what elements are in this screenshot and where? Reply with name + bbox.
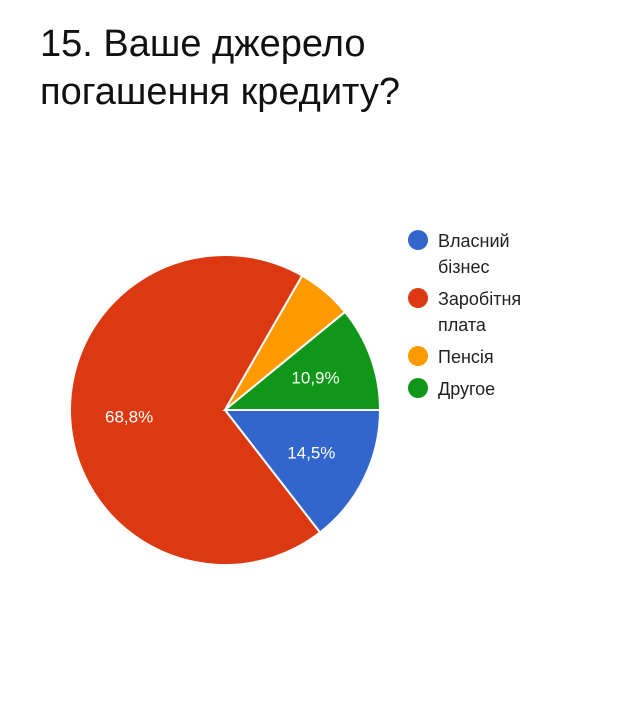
data-label-salary: 68,8% (105, 408, 153, 427)
legend-item-salary[interactable]: Заробітня плата (408, 286, 628, 338)
legend-item-own-business[interactable]: Власний бізнес (408, 228, 628, 280)
legend-label: Власний бізнес (438, 231, 510, 277)
pie-slice-salary[interactable] (69, 254, 322, 566)
legend-item-other[interactable]: Другое (408, 376, 628, 402)
chart-title: 15. Ваше джерело погашення кредиту? (40, 20, 600, 116)
legend-item-pension[interactable]: Пенсія (408, 344, 628, 370)
data-label-own-business: 14,5% (287, 443, 335, 462)
chart-title-line-1: 15. Ваше джерело (40, 23, 366, 65)
legend-swatch-icon (408, 378, 428, 398)
chart-legend: Власний бізнес Заробітня плата Пенсія Др… (408, 228, 628, 408)
legend-label: Другое (438, 379, 496, 399)
pie-slice-own-business[interactable] (222, 409, 382, 534)
legend-swatch-icon (408, 346, 428, 366)
legend-swatch-icon (408, 288, 428, 308)
pie-slice-other[interactable] (222, 310, 382, 411)
legend-swatch-icon (408, 230, 428, 250)
data-label-other: 10,9% (291, 369, 339, 388)
legend-label: Пенсія (438, 347, 494, 367)
legend-label: Заробітня плата (438, 289, 522, 335)
chart-title-line-2: погашення кредиту? (40, 71, 401, 113)
